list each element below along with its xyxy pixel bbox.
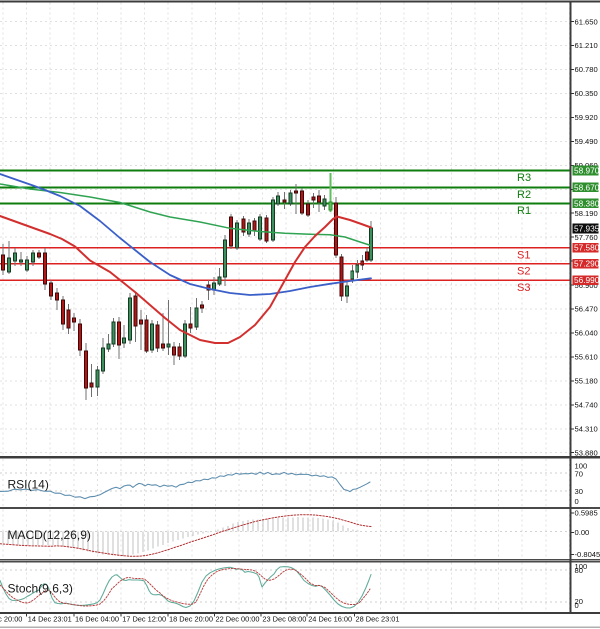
- svg-text:80: 80: [575, 566, 583, 575]
- svg-text:60.780: 60.780: [575, 65, 598, 74]
- svg-text:23 Dec 08:00: 23 Dec 08:00: [262, 614, 306, 623]
- svg-text:S2: S2: [517, 265, 530, 277]
- svg-text:28 Dec 23:01: 28 Dec 23:01: [356, 614, 400, 623]
- svg-text:58.380: 58.380: [574, 198, 600, 208]
- svg-text:0.5985: 0.5985: [575, 509, 598, 518]
- svg-text:58.190: 58.190: [575, 209, 598, 218]
- svg-text:54.310: 54.310: [575, 424, 598, 433]
- svg-text:17 Dec 12:00: 17 Dec 12:00: [122, 614, 166, 623]
- svg-text:RSI(14): RSI(14): [8, 478, 49, 492]
- svg-text:16 Dec 04:00: 16 Dec 04:00: [75, 614, 119, 623]
- svg-text:58.670: 58.670: [574, 182, 600, 192]
- svg-text:S1: S1: [517, 249, 530, 261]
- svg-text:53.880: 53.880: [575, 448, 598, 457]
- svg-text:57.580: 57.580: [574, 243, 600, 253]
- svg-text:MACD(12,26,9): MACD(12,26,9): [8, 528, 91, 542]
- svg-text:30: 30: [575, 487, 583, 496]
- svg-text:R2: R2: [517, 189, 531, 201]
- svg-text:56.040: 56.040: [575, 329, 598, 338]
- svg-text:100: 100: [575, 562, 588, 571]
- svg-text:70: 70: [575, 470, 583, 479]
- svg-text:0: 0: [575, 497, 579, 506]
- svg-text:-0.8045: -0.8045: [575, 550, 600, 559]
- svg-text:55.180: 55.180: [575, 377, 598, 386]
- svg-text:56.900: 56.900: [575, 281, 598, 290]
- svg-text:59.060: 59.060: [575, 161, 598, 170]
- svg-text:54.740: 54.740: [575, 401, 598, 410]
- svg-text:S3: S3: [517, 282, 530, 294]
- svg-text:0: 0: [575, 601, 579, 610]
- svg-text:55.610: 55.610: [575, 353, 598, 362]
- svg-text:58.970: 58.970: [574, 165, 600, 175]
- svg-text:56.990: 56.990: [574, 275, 600, 285]
- svg-text:60.350: 60.350: [575, 89, 598, 98]
- svg-text:56.470: 56.470: [575, 305, 598, 314]
- svg-text:Stoch(9,6,3): Stoch(9,6,3): [8, 582, 73, 596]
- svg-text:59.490: 59.490: [575, 137, 598, 146]
- svg-text:61.210: 61.210: [575, 41, 598, 50]
- svg-text:22 Dec 00:00: 22 Dec 00:00: [216, 614, 260, 623]
- svg-text:61.650: 61.650: [575, 17, 598, 26]
- svg-text:14 Dec 23:01: 14 Dec 23:01: [28, 614, 72, 623]
- svg-text:18 Dec 20:00: 18 Dec 20:00: [169, 614, 213, 623]
- svg-text:0.00: 0.00: [575, 528, 590, 537]
- svg-text:20: 20: [575, 597, 583, 606]
- svg-text:24 Dec 16:00: 24 Dec 16:00: [308, 614, 352, 623]
- svg-text:57.935: 57.935: [574, 223, 600, 233]
- svg-text:R3: R3: [517, 172, 531, 184]
- svg-text:R1: R1: [517, 205, 531, 217]
- svg-text:57.760: 57.760: [575, 233, 598, 242]
- svg-text:100: 100: [575, 462, 588, 471]
- svg-text:59.920: 59.920: [575, 113, 598, 122]
- svg-text:11 Dec 20:00: 11 Dec 20:00: [0, 614, 22, 623]
- svg-text:57.290: 57.290: [574, 259, 600, 269]
